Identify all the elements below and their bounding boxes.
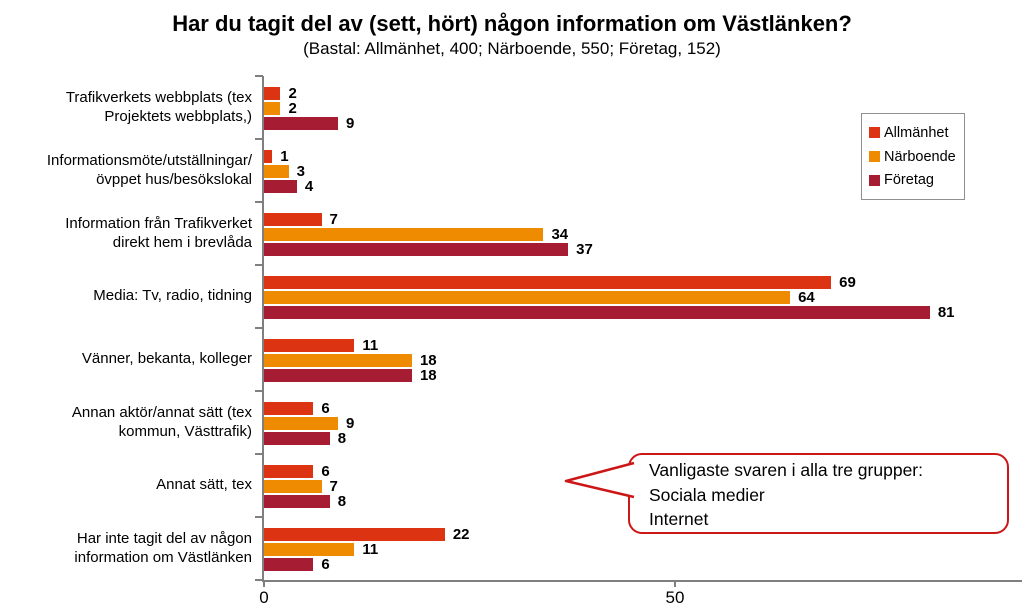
- legend-label: Allmänhet: [884, 124, 949, 141]
- bar-series1-cat6: [264, 480, 322, 493]
- bar-series2-cat3: [264, 306, 930, 319]
- bar-series1-cat5: [264, 417, 338, 430]
- y-axis-tick: [255, 579, 263, 581]
- value-label: 8: [337, 430, 347, 447]
- category-label: Vänner, bekanta, kolleger: [81, 350, 252, 368]
- callout-line-1: Vanligaste svaren i alla tre grupper:: [649, 460, 923, 480]
- value-label: 6: [321, 556, 330, 573]
- bar-series0-cat5: [264, 402, 314, 415]
- legend-item: Företag: [869, 172, 964, 188]
- y-axis-tick: [255, 264, 263, 266]
- bar-series0-cat4: [264, 339, 355, 352]
- y-axis-tick: [255, 138, 263, 140]
- value-label: 11: [362, 541, 379, 558]
- value-label: 4: [304, 178, 314, 195]
- value-label: 2: [288, 100, 297, 117]
- x-axis-tick-label: 50: [665, 588, 685, 607]
- bar-series0-cat0: [264, 87, 281, 100]
- value-label: 18: [419, 367, 437, 384]
- category-label: Media: Tv, radio, tidning: [93, 287, 252, 305]
- bar-series2-cat6: [264, 495, 330, 508]
- category-label: Annat sätt, tex: [156, 476, 252, 494]
- value-label: 8: [337, 493, 347, 510]
- y-axis-tick: [255, 390, 263, 392]
- value-label: 6: [321, 463, 330, 480]
- value-label: 37: [576, 241, 593, 258]
- value-label: 9: [345, 115, 355, 132]
- legend-label: Företag: [884, 172, 934, 189]
- category-label: Informationsmöte/utställningar/ övppet h…: [46, 152, 252, 188]
- chart-subtitle: (Bastal: Allmänhet, 400; Närboende, 550;…: [303, 39, 721, 58]
- value-label: 34: [551, 226, 569, 243]
- value-label: 22: [452, 526, 470, 543]
- value-label: 7: [329, 211, 338, 228]
- value-label: 1: [280, 148, 289, 165]
- legend-swatch-icon: [869, 127, 880, 139]
- x-axis-tick-label: 0: [259, 588, 269, 607]
- value-label: 69: [839, 274, 856, 291]
- callout-line-2: Sociala medier: [649, 484, 765, 505]
- y-axis-tick: [255, 75, 263, 77]
- value-label: 9: [345, 415, 355, 432]
- bar-series1-cat7: [264, 543, 355, 556]
- chart-title: Har du tagit del av (sett, hört) någon i…: [172, 11, 852, 36]
- callout-bubble: Vanligaste svaren i alla tre grupper: So…: [628, 453, 1009, 534]
- category-label: Trafikverkets webbplats (tex Projektets …: [65, 89, 252, 125]
- value-label: 81: [937, 304, 955, 321]
- category-label: Annan aktör/annat sätt (tex kommun, Väst…: [71, 404, 252, 440]
- y-axis-tick: [255, 327, 263, 329]
- bar-series1-cat4: [264, 354, 412, 367]
- y-axis-tick: [255, 453, 263, 455]
- x-axis-tick: [674, 582, 676, 587]
- value-label: 3: [296, 163, 305, 180]
- bar-series0-cat7: [264, 528, 445, 541]
- value-label: 18: [419, 352, 437, 369]
- bar-series2-cat1: [264, 180, 297, 193]
- value-label: 7: [329, 478, 338, 495]
- x-axis-tick: [263, 582, 265, 587]
- value-label: 11: [362, 337, 379, 354]
- value-label: 64: [798, 289, 815, 306]
- legend: Allmänhet Närboende Företag: [861, 113, 965, 200]
- bar-series2-cat2: [264, 243, 569, 256]
- y-axis-line: [262, 76, 264, 582]
- bar-series1-cat3: [264, 291, 791, 304]
- category-label: Har inte tagit del av någon information …: [74, 530, 252, 566]
- legend-item: Allmänhet: [869, 125, 964, 141]
- x-axis-line: [262, 580, 1022, 582]
- bar-series2-cat7: [264, 558, 314, 571]
- y-axis-tick: [255, 516, 263, 518]
- bar-series0-cat6: [264, 465, 314, 478]
- bar-series1-cat2: [264, 228, 544, 241]
- callout-line-3: Internet: [649, 509, 709, 529]
- value-label: 6: [321, 400, 330, 417]
- legend-swatch-icon: [869, 151, 880, 162]
- bar-series2-cat4: [264, 369, 412, 382]
- bar-series1-cat0: [264, 102, 281, 115]
- bar-series2-cat5: [264, 432, 330, 445]
- bar-series0-cat2: [264, 213, 322, 226]
- y-axis-tick: [255, 201, 263, 203]
- legend-label: Närboende: [884, 148, 956, 165]
- bar-series1-cat1: [264, 165, 289, 178]
- bar-series0-cat3: [264, 276, 832, 289]
- legend-item: Närboende: [869, 149, 964, 165]
- category-label: Information från Trafikverket direkt hem…: [65, 215, 252, 251]
- value-label: 2: [288, 85, 297, 102]
- legend-swatch-icon: [869, 174, 880, 186]
- bar-series2-cat0: [264, 117, 338, 130]
- bar-series0-cat1: [264, 150, 273, 163]
